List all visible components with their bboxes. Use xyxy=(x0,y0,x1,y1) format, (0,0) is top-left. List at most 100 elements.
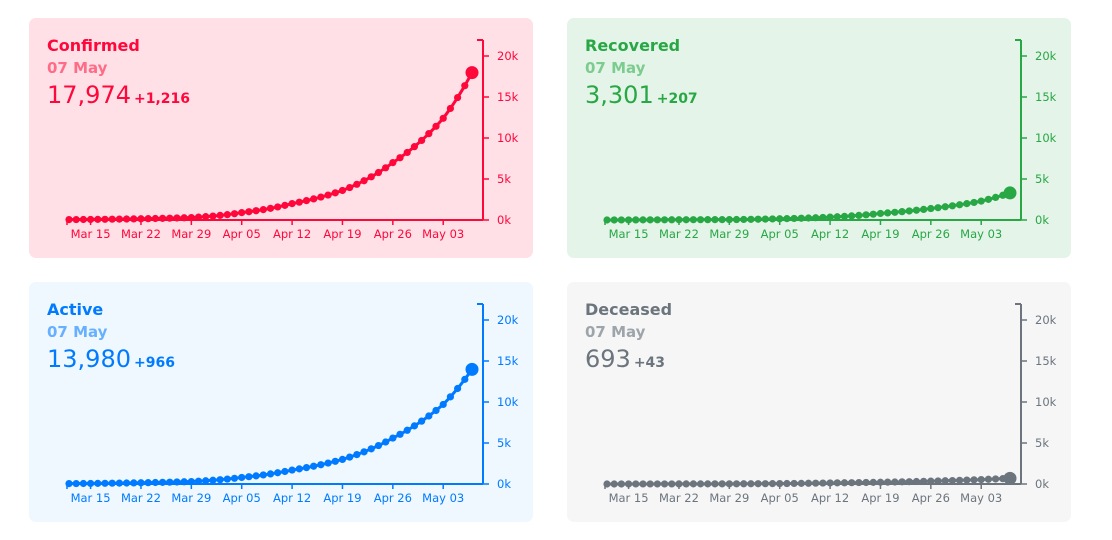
data-point[interactable] xyxy=(353,450,361,459)
data-point[interactable] xyxy=(797,479,805,487)
data-point[interactable] xyxy=(653,480,661,488)
latest-point[interactable] xyxy=(1003,471,1017,485)
data-point[interactable] xyxy=(72,479,80,488)
data-point[interactable] xyxy=(137,479,145,487)
data-point[interactable] xyxy=(639,216,647,224)
data-point[interactable] xyxy=(984,195,993,203)
data-point[interactable] xyxy=(840,479,849,487)
data-point[interactable] xyxy=(660,216,669,224)
data-point[interactable] xyxy=(920,205,928,214)
data-point[interactable] xyxy=(603,480,611,488)
data-point[interactable] xyxy=(302,464,311,472)
data-point[interactable] xyxy=(725,215,733,224)
data-point[interactable] xyxy=(833,213,841,221)
data-point[interactable] xyxy=(992,475,1000,483)
data-point[interactable] xyxy=(646,480,654,488)
data-point[interactable] xyxy=(86,215,95,224)
data-point[interactable] xyxy=(718,480,726,488)
data-point[interactable] xyxy=(382,438,390,446)
data-point[interactable] xyxy=(295,465,303,473)
data-point[interactable] xyxy=(252,207,260,215)
data-point[interactable] xyxy=(86,479,95,488)
data-point[interactable] xyxy=(610,480,618,488)
data-point[interactable] xyxy=(696,480,705,488)
data-point[interactable] xyxy=(115,215,123,223)
data-point[interactable] xyxy=(660,480,669,488)
data-point[interactable] xyxy=(302,197,311,205)
data-point[interactable] xyxy=(194,213,203,221)
data-point[interactable] xyxy=(920,477,928,485)
data-point[interactable] xyxy=(410,422,419,430)
data-point[interactable] xyxy=(934,477,942,485)
data-point[interactable] xyxy=(396,430,404,438)
data-point[interactable] xyxy=(374,168,383,177)
data-point[interactable] xyxy=(446,104,455,113)
data-point[interactable] xyxy=(927,204,935,213)
data-point[interactable] xyxy=(704,480,712,488)
data-point[interactable] xyxy=(747,215,755,223)
data-point[interactable] xyxy=(281,201,289,209)
data-point[interactable] xyxy=(862,211,870,219)
data-point[interactable] xyxy=(689,216,697,224)
data-point[interactable] xyxy=(194,477,203,485)
data-point[interactable] xyxy=(840,212,849,220)
data-point[interactable] xyxy=(725,480,733,488)
data-point[interactable] xyxy=(346,183,354,192)
data-point[interactable] xyxy=(281,467,289,476)
data-point[interactable] xyxy=(331,189,339,197)
data-point[interactable] xyxy=(783,215,791,223)
data-point[interactable] xyxy=(804,479,813,487)
data-point[interactable] xyxy=(977,197,985,205)
data-point[interactable] xyxy=(797,214,805,222)
data-point[interactable] xyxy=(403,426,411,434)
data-point[interactable] xyxy=(732,215,741,224)
data-point[interactable] xyxy=(776,215,784,223)
data-point[interactable] xyxy=(367,173,375,181)
data-point[interactable] xyxy=(869,478,877,486)
data-point[interactable] xyxy=(812,479,820,487)
data-point[interactable] xyxy=(245,473,253,481)
data-point[interactable] xyxy=(216,476,224,484)
data-point[interactable] xyxy=(324,191,332,199)
data-point[interactable] xyxy=(382,164,390,172)
data-point[interactable] xyxy=(410,143,419,151)
data-point[interactable] xyxy=(754,480,762,488)
data-point[interactable] xyxy=(461,82,469,90)
data-point[interactable] xyxy=(101,215,109,223)
data-point[interactable] xyxy=(941,477,949,485)
data-point[interactable] xyxy=(360,177,368,185)
data-point[interactable] xyxy=(389,434,397,442)
data-point[interactable] xyxy=(252,472,260,480)
data-point[interactable] xyxy=(454,384,462,393)
data-point[interactable] xyxy=(115,479,123,487)
data-point[interactable] xyxy=(675,480,683,488)
data-point[interactable] xyxy=(776,479,784,488)
data-point[interactable] xyxy=(740,480,748,488)
data-point[interactable] xyxy=(689,480,697,488)
data-point[interactable] xyxy=(833,479,841,487)
data-point[interactable] xyxy=(617,480,625,488)
data-point[interactable] xyxy=(187,213,195,222)
data-point[interactable] xyxy=(956,476,964,484)
confirmed-card[interactable]: Mar 15 Mar 22 Mar 29 Apr 05 Apr 12 Apr 19 Apr … xyxy=(29,18,533,258)
data-point[interactable] xyxy=(65,215,73,224)
data-point[interactable] xyxy=(905,207,913,215)
data-point[interactable] xyxy=(432,406,440,415)
data-point[interactable] xyxy=(646,216,654,224)
data-point[interactable] xyxy=(180,214,188,222)
data-point[interactable] xyxy=(963,476,971,484)
data-point[interactable] xyxy=(108,215,116,223)
data-point[interactable] xyxy=(432,122,440,130)
data-point[interactable] xyxy=(862,478,870,487)
data-point[interactable] xyxy=(79,215,87,224)
data-point[interactable] xyxy=(310,195,318,203)
data-point[interactable] xyxy=(977,475,985,484)
data-point[interactable] xyxy=(223,211,231,219)
data-point[interactable] xyxy=(266,204,275,212)
data-point[interactable] xyxy=(223,475,231,483)
data-point[interactable] xyxy=(144,215,152,223)
data-point[interactable] xyxy=(418,417,426,425)
data-point[interactable] xyxy=(927,477,935,485)
data-point[interactable] xyxy=(418,136,426,145)
data-point[interactable] xyxy=(245,208,253,216)
